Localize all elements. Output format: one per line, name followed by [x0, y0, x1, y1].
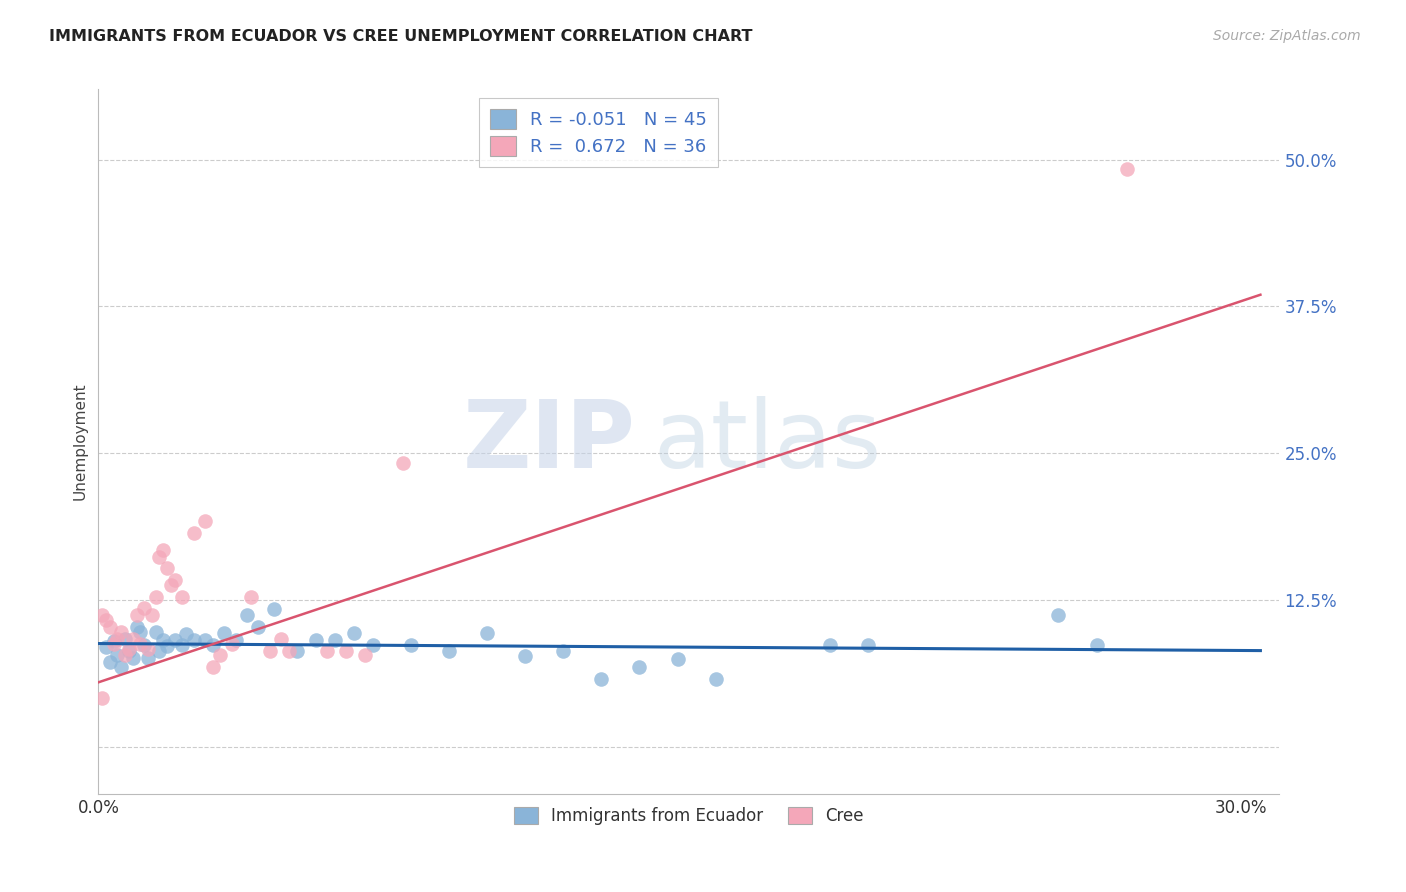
- Point: [1116, 162, 1139, 177]
- Point: [163, 633, 186, 648]
- Point: [156, 561, 179, 575]
- Point: [591, 672, 613, 686]
- Point: [212, 626, 235, 640]
- Point: [263, 602, 285, 616]
- Point: [666, 652, 689, 666]
- Point: [361, 638, 384, 652]
- Point: [134, 601, 156, 615]
- Point: [270, 632, 292, 646]
- Point: [194, 515, 217, 529]
- Point: [323, 633, 346, 648]
- Point: [134, 638, 156, 652]
- Text: ZIP: ZIP: [463, 395, 636, 488]
- Point: [259, 643, 281, 657]
- Point: [174, 627, 197, 641]
- Point: [141, 608, 163, 623]
- Point: [553, 643, 575, 657]
- Point: [475, 626, 498, 640]
- Point: [103, 636, 125, 650]
- Point: [129, 636, 152, 650]
- Point: [354, 648, 377, 663]
- Point: [118, 642, 141, 657]
- Point: [437, 643, 460, 657]
- Point: [98, 656, 121, 670]
- Point: [136, 642, 159, 657]
- Point: [148, 643, 170, 657]
- Point: [704, 672, 727, 686]
- Point: [94, 613, 117, 627]
- Point: [159, 578, 181, 592]
- Point: [110, 624, 132, 639]
- Point: [818, 638, 841, 652]
- Point: [316, 643, 339, 657]
- Text: IMMIGRANTS FROM ECUADOR VS CREE UNEMPLOYMENT CORRELATION CHART: IMMIGRANTS FROM ECUADOR VS CREE UNEMPLOY…: [49, 29, 752, 44]
- Point: [136, 650, 159, 665]
- Point: [148, 549, 170, 564]
- Point: [172, 590, 194, 604]
- Point: [163, 573, 186, 587]
- Point: [152, 633, 174, 648]
- Point: [209, 648, 232, 663]
- Point: [114, 632, 136, 646]
- Point: [107, 648, 129, 663]
- Point: [121, 650, 143, 665]
- Point: [513, 649, 536, 664]
- Text: Source: ZipAtlas.com: Source: ZipAtlas.com: [1213, 29, 1361, 43]
- Text: atlas: atlas: [654, 395, 882, 488]
- Legend: Immigrants from Ecuador, Cree: Immigrants from Ecuador, Cree: [508, 800, 870, 831]
- Point: [172, 638, 194, 652]
- Point: [107, 632, 129, 646]
- Point: [125, 620, 148, 634]
- Point: [103, 634, 125, 648]
- Point: [145, 624, 167, 639]
- Point: [94, 640, 117, 654]
- Point: [156, 639, 179, 653]
- Point: [335, 643, 357, 657]
- Point: [247, 620, 270, 634]
- Point: [392, 456, 415, 470]
- Point: [110, 660, 132, 674]
- Point: [121, 632, 143, 646]
- Point: [628, 660, 651, 674]
- Point: [225, 633, 247, 648]
- Point: [239, 590, 262, 604]
- Point: [183, 526, 205, 541]
- Point: [343, 626, 366, 640]
- Point: [1085, 638, 1108, 652]
- Point: [145, 590, 167, 604]
- Point: [201, 660, 224, 674]
- Point: [399, 638, 422, 652]
- Point: [98, 620, 121, 634]
- Point: [91, 690, 114, 705]
- Point: [221, 636, 243, 650]
- Point: [118, 643, 141, 657]
- Point: [236, 608, 259, 623]
- Point: [1047, 608, 1070, 623]
- Point: [277, 643, 299, 657]
- Point: [152, 542, 174, 557]
- Point: [201, 638, 224, 652]
- Y-axis label: Unemployment: Unemployment: [72, 383, 87, 500]
- Point: [114, 648, 136, 663]
- Point: [285, 643, 308, 657]
- Point: [129, 624, 152, 639]
- Point: [194, 633, 217, 648]
- Point: [183, 633, 205, 648]
- Point: [91, 608, 114, 623]
- Point: [856, 638, 879, 652]
- Point: [125, 608, 148, 623]
- Point: [304, 633, 326, 648]
